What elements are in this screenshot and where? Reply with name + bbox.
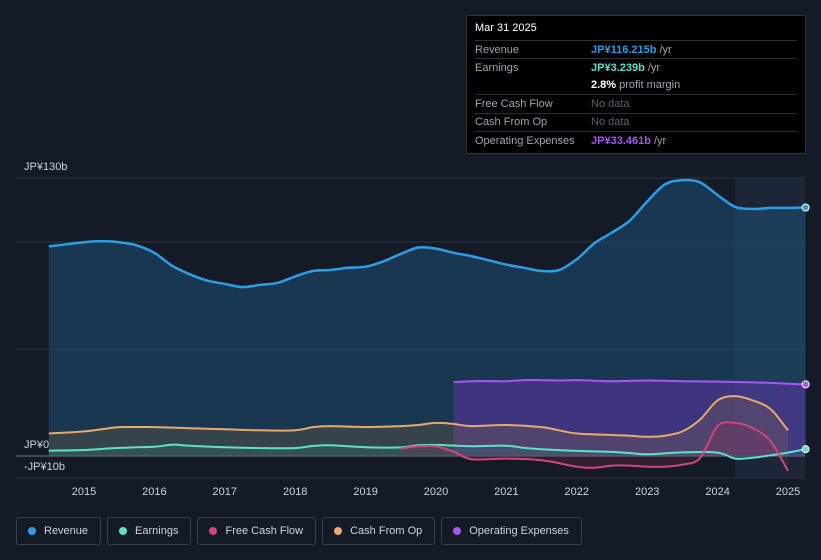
legend-label: Revenue	[44, 525, 89, 537]
x-tick-label: 2017	[213, 486, 237, 498]
operating-expenses-endpoint	[801, 380, 810, 389]
grid-lines	[16, 177, 805, 479]
cash-from-op-area	[48, 396, 789, 456]
tooltip-value: JP¥116.215b	[591, 43, 657, 56]
revenue-endpoint	[801, 203, 810, 212]
tooltip-label: Operating Expenses	[475, 134, 575, 147]
tooltip-label: Revenue	[475, 43, 520, 56]
cash-from-op-line	[48, 395, 789, 438]
earnings-line	[48, 443, 806, 460]
legend-label: Operating Expenses	[469, 525, 569, 537]
y-tick-label-bottom: -JP¥10b	[24, 461, 65, 473]
legend: Revenue Earnings Free Cash Flow Cash Fro…	[16, 517, 582, 545]
legend-dot-icon	[209, 527, 218, 535]
legend-item-free-cash-flow[interactable]: Free Cash Flow	[197, 517, 317, 545]
legend-item-operating-expenses[interactable]: Operating Expenses	[441, 517, 582, 545]
tooltip-row-profit-margin: 2.8% profit margin	[475, 77, 797, 94]
y-axis-labels: JP¥130b JP¥0 -JP¥10b	[24, 161, 67, 473]
x-tick-label: 2021	[494, 486, 518, 498]
revenue-line	[48, 178, 806, 289]
tooltip-row-operating-expenses: Operating Expenses JP¥33.461b /yr	[475, 130, 797, 149]
tooltip-value: No data	[591, 116, 630, 129]
x-tick-label: 2023	[635, 486, 659, 498]
earnings-endpoint	[801, 445, 810, 454]
tooltip-value: 2.8%	[591, 79, 617, 92]
x-tick-label: 2016	[142, 486, 166, 498]
legend-item-revenue[interactable]: Revenue	[16, 517, 102, 545]
tooltip-label: Earnings	[475, 62, 519, 75]
free-cash-flow-area	[400, 422, 788, 471]
tooltip-date: Mar 31 2025	[475, 22, 537, 34]
tooltip-value: JP¥3.239b	[591, 62, 645, 75]
tooltip-unit: /yr	[647, 62, 661, 75]
x-tick-label: 2015	[72, 486, 96, 498]
series-endpoints	[801, 203, 810, 454]
legend-item-earnings[interactable]: Earnings	[107, 517, 192, 545]
tooltip-row-earnings: Earnings JP¥3.239b /yr	[475, 58, 797, 76]
legend-label: Earnings	[135, 525, 179, 537]
forecast-band	[735, 178, 805, 478]
free-cash-flow-line	[400, 421, 789, 472]
legend-label: Free Cash Flow	[225, 525, 304, 537]
tooltip-unit: /yr	[659, 43, 672, 56]
x-tick-label: 2018	[283, 486, 307, 498]
operating-expenses-area	[453, 379, 806, 456]
x-tick-label: 2025	[776, 486, 800, 498]
tooltip-value: No data	[591, 97, 630, 110]
tooltip-unit: /yr	[653, 134, 667, 147]
tooltip-label: Free Cash Flow	[475, 97, 553, 110]
legend-item-cash-from-op[interactable]: Cash From Op	[322, 517, 436, 545]
tooltip-row-cash-from-op: Cash From Op No data	[475, 112, 797, 131]
tooltip-row-free-cash-flow: Free Cash Flow No data	[475, 94, 797, 112]
tooltip-row-revenue: Revenue JP¥116.215b /yr	[475, 40, 797, 58]
legend-dot-icon	[453, 527, 462, 535]
legend-label: Cash From Op	[350, 525, 423, 537]
revenue-area	[48, 179, 806, 456]
x-tick-label: 2020	[424, 486, 448, 498]
series-lines	[48, 178, 806, 472]
tooltip: Mar 31 2025 Revenue JP¥116.215b /yr Earn…	[466, 15, 806, 154]
legend-dot-icon	[28, 527, 36, 535]
x-axis-labels: 2015 2016 2017 2018 2019 2020 2021 2022 2023 2024…	[72, 486, 800, 498]
x-tick-label: 2022	[565, 486, 589, 498]
operating-expenses-line	[453, 378, 806, 386]
legend-dot-icon	[334, 527, 343, 535]
y-tick-label-zero: JP¥0	[24, 439, 49, 451]
y-tick-label-top: JP¥130b	[24, 161, 67, 173]
tooltip-unit: profit margin	[619, 79, 681, 92]
legend-dot-icon	[119, 527, 128, 535]
tooltip-label: Cash From Op	[475, 116, 548, 129]
tooltip-value: JP¥33.461b	[591, 134, 651, 147]
x-tick-label: 2019	[353, 486, 377, 498]
x-tick-label: 2024	[705, 486, 729, 498]
